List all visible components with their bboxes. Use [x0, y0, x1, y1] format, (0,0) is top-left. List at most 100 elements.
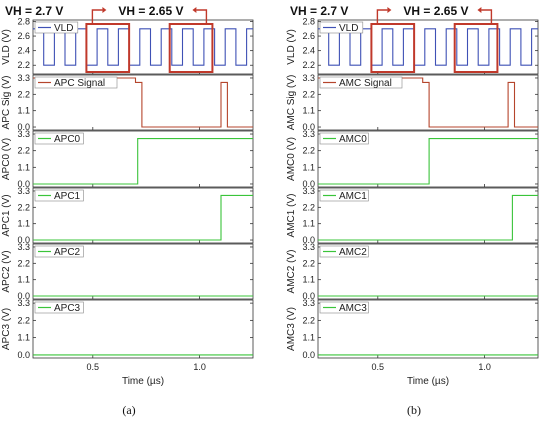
- panel-amc3: 0.0 1.1 2.2 3.3 AMC3 (V) AMC3: [286, 298, 539, 360]
- y-tick-label: 2.2: [17, 315, 30, 325]
- y-tick-label: 3.3: [17, 242, 30, 252]
- series-line-vld: [318, 28, 538, 66]
- x-tick-label: 1.0: [478, 362, 491, 372]
- panel-vld: 2.2 2.4 2.6 2.8 VLD (V) VLD: [286, 16, 539, 75]
- y-tick-label: 0.0: [302, 179, 315, 189]
- y-tick-label: 1.1: [17, 219, 30, 229]
- panel-apc3: 0.0 1.1 2.2 3.3 APC3 (V) APC3: [1, 298, 254, 360]
- y-tick-label: 3.3: [17, 73, 30, 83]
- legend: VLD: [319, 21, 364, 34]
- arrow-head-1: [102, 7, 107, 13]
- legend-box: [34, 76, 118, 89]
- y-tick-label: 2.4: [302, 46, 315, 56]
- legend-label: APC2: [54, 247, 81, 258]
- y-tick-label: 2.6: [17, 31, 30, 41]
- y-tick-label: 1.1: [17, 162, 30, 172]
- legend: APC2: [34, 245, 84, 258]
- y-tick-label: 1.1: [302, 162, 315, 172]
- panel-apc2: 0.0 1.1 2.2 3.3 APC2 (V) APC2: [1, 242, 254, 301]
- highlight-box-1: [85, 23, 131, 73]
- arrow-connector-2: [481, 9, 493, 24]
- legend-label: AMC2: [339, 247, 367, 258]
- y-tick-label: 3.3: [302, 73, 315, 83]
- y-tick-label: 0.0: [302, 122, 315, 132]
- series-line-amc-signal: [318, 77, 538, 128]
- y-tick-label: 1.1: [17, 275, 30, 285]
- series-line-amc1: [318, 194, 538, 241]
- panel-apc1: 0.0 1.1 2.2 3.3 APC1 (V) APC1: [1, 186, 254, 245]
- vh-label-2: VH = 2.65 V: [118, 4, 183, 18]
- legend-box: [34, 189, 84, 202]
- y-tick-label: 2.2: [302, 315, 315, 325]
- legend-box: [319, 189, 369, 202]
- y-tick-label: 1.1: [302, 275, 315, 285]
- highlight-box-1: [370, 23, 416, 73]
- y-tick-label: 1.1: [302, 219, 315, 229]
- y-tick-label: 3.3: [302, 298, 315, 308]
- legend-box: [34, 21, 79, 34]
- y-tick-label: 0.0: [302, 291, 315, 301]
- y-tick-label: 0.0: [17, 179, 30, 189]
- legend-label: AMC1: [339, 191, 367, 202]
- y-tick-label: 2.2: [302, 89, 315, 99]
- legend: APC0: [34, 132, 84, 145]
- panel-frame: [32, 74, 254, 131]
- y-tick-label: 3.3: [17, 129, 30, 139]
- y-tick-label: 2.8: [17, 16, 30, 26]
- legend-label: APC3: [54, 303, 81, 314]
- y-tick-label: 3.3: [17, 186, 30, 196]
- highlight-box-2: [168, 23, 214, 73]
- y-axis-label: APC1 (V): [1, 194, 12, 236]
- panel-vld: 2.2 2.4 2.6 2.8 VLD (V) VLD: [1, 16, 254, 75]
- legend: AMC3: [319, 301, 369, 314]
- y-axis-label: APC0 (V): [1, 138, 12, 180]
- arrow-head-1: [387, 7, 392, 13]
- y-axis-label: VLD (V): [1, 29, 12, 65]
- y-axis-label: APC Sig (V): [1, 76, 12, 130]
- y-tick-label: 3.3: [17, 298, 30, 308]
- y-tick-label: 0.0: [17, 235, 30, 245]
- series-line-amc0: [318, 138, 538, 185]
- highlight-box-2: [453, 23, 499, 73]
- y-tick-label: 0.0: [17, 291, 30, 301]
- arrow-connector-1: [91, 9, 103, 24]
- legend-label: VLD: [339, 23, 358, 34]
- y-axis-label: AMC1 (V): [286, 194, 297, 238]
- caption-a: (a): [122, 403, 135, 417]
- y-axis-label: AMC3 (V): [286, 307, 297, 351]
- y-axis-label: APC2 (V): [1, 250, 12, 292]
- legend-box: [319, 301, 369, 314]
- series-line-apc0: [33, 138, 253, 185]
- y-tick-label: 2.2: [17, 146, 30, 156]
- y-tick-label: 2.8: [302, 16, 315, 26]
- y-tick-label: 2.2: [17, 60, 30, 70]
- legend: APC Signal: [34, 76, 118, 89]
- panel-amc-signal: 0.0 1.1 2.2 3.3 AMC Sig (V) AMC Signal: [286, 73, 539, 132]
- legend: AMC1: [319, 189, 369, 202]
- legend-label: APC Signal: [54, 78, 105, 89]
- panel-amc0: 0.0 1.1 2.2 3.3 AMC0 (V) AMC0: [286, 129, 539, 189]
- y-tick-label: 0.0: [302, 235, 315, 245]
- y-axis-label: AMC0 (V): [286, 137, 297, 181]
- legend-box: [34, 301, 84, 314]
- legend-label: APC0: [54, 134, 81, 145]
- vh-label-1: VH = 2.7 V: [290, 4, 348, 18]
- series-line-apc1: [33, 194, 253, 241]
- y-axis-label: APC3 (V): [1, 308, 12, 350]
- y-tick-label: 0.0: [302, 350, 315, 360]
- y-tick-label: 1.1: [17, 106, 30, 116]
- y-tick-label: 3.3: [302, 242, 315, 252]
- legend: APC3: [34, 301, 84, 314]
- y-tick-label: 2.2: [302, 202, 315, 212]
- legend-label: AMC3: [339, 303, 367, 314]
- chart-a: 2.2 2.4 2.6 2.8 VLD (V) VLD 0.0 1.1 2.2 3.3 APC Si…: [1, 4, 254, 387]
- legend: AMC Signal: [319, 76, 403, 89]
- vh-label-1: VH = 2.7 V: [5, 4, 63, 18]
- panel-amc2: 0.0 1.1 2.2 3.3 AMC2 (V) AMC2: [286, 242, 539, 301]
- y-tick-label: 3.3: [302, 186, 315, 196]
- y-tick-label: 2.2: [302, 146, 315, 156]
- panel-apc0: 0.0 1.1 2.2 3.3 APC0 (V) APC0: [1, 129, 254, 189]
- y-tick-label: 3.3: [302, 129, 315, 139]
- legend: AMC2: [319, 245, 369, 258]
